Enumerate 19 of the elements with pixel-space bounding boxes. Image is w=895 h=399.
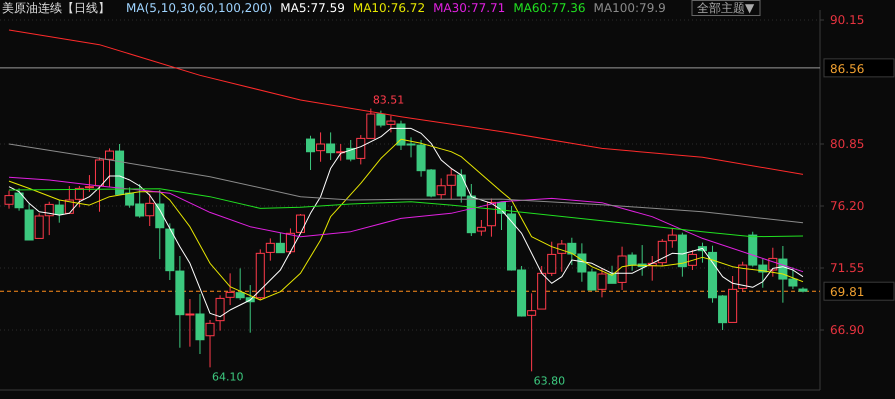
y-tick-label: 76.20 bbox=[830, 199, 864, 213]
annotation: 64.10 bbox=[212, 370, 244, 384]
ref-line-label: 69.81 bbox=[830, 285, 864, 300]
text: MA60:77.36 bbox=[513, 1, 586, 15]
annotation: 63.80 bbox=[534, 374, 566, 388]
legend-title: MA(5,10,30,60,100,200) bbox=[126, 1, 272, 15]
y-tick-label: 90.15 bbox=[830, 13, 864, 27]
text: MA100:79.9 bbox=[594, 1, 666, 15]
y-tick-label: 66.90 bbox=[830, 323, 864, 337]
text: MA5:77.59 bbox=[280, 1, 345, 15]
y-tick-label: 71.55 bbox=[830, 261, 864, 275]
text: MA30:77.71 bbox=[433, 1, 506, 15]
annotation: 83.51 bbox=[372, 94, 404, 107]
chart-title: 美原油连续【日线】 bbox=[2, 1, 110, 15]
ref-line-label: 86.56 bbox=[830, 62, 864, 76]
y-tick-label: 80.85 bbox=[830, 137, 864, 151]
text: MA10:76.72 bbox=[352, 1, 426, 15]
button: 全部主题▼ bbox=[692, 0, 760, 16]
annotation: 全部主题▼ bbox=[697, 1, 755, 15]
